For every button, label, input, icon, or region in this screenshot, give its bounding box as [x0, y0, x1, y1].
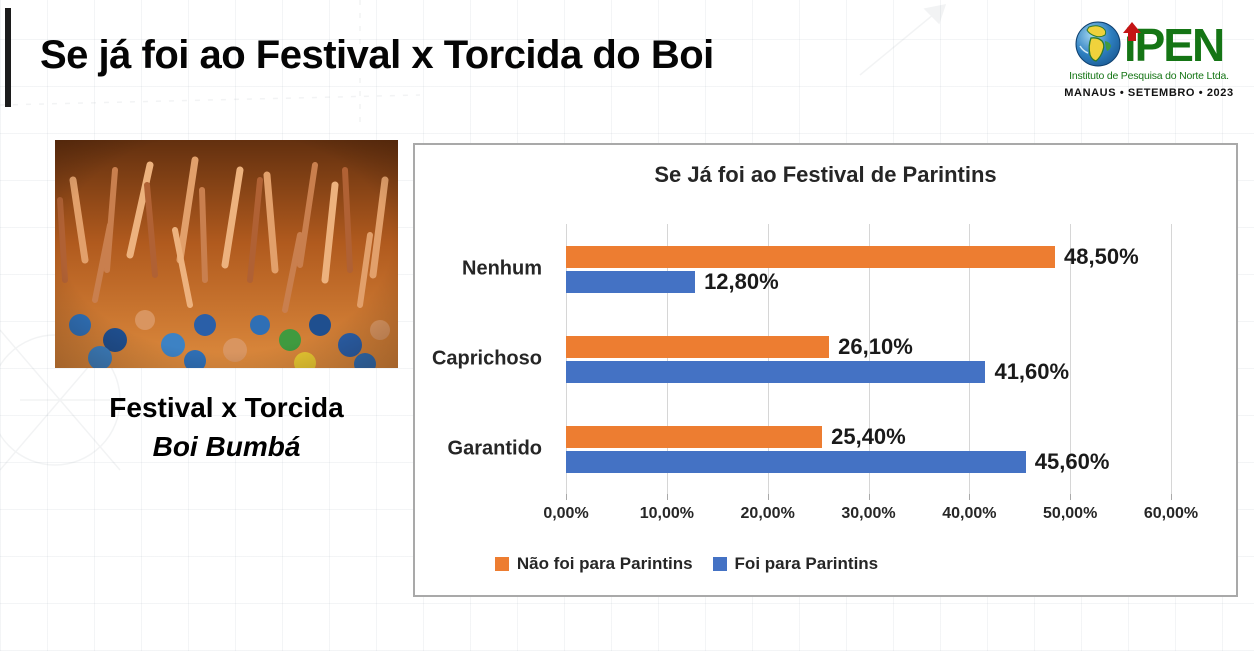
caption-subtitle: Boi Bumbá — [152, 431, 301, 462]
legend-item-nao-foi: Não foi para Parintins — [494, 554, 693, 574]
logo-brand: iPEN — [1122, 19, 1225, 71]
x-tick-label: 50,00% — [1043, 505, 1098, 522]
globe-icon — [1075, 21, 1121, 67]
photo-caption: Festival x Torcida Boi Bumbá — [55, 392, 398, 463]
axis-tick — [1171, 494, 1172, 500]
bar-foi-garantido — [566, 450, 1026, 473]
bar-value-label: 25,40% — [831, 423, 906, 449]
bar-value-label: 48,50% — [1064, 243, 1139, 269]
festival-crowd-photo — [55, 140, 398, 368]
plot-area: 48,50% 12,80% 26,10% 41,60% 25,40% 45,60% — [566, 224, 1172, 500]
bar-line: 25,40% — [566, 423, 1171, 449]
arrow-up-icon — [1122, 22, 1141, 33]
gridline — [1070, 224, 1072, 494]
logo-row: iPEN — [1050, 20, 1248, 68]
legend-swatch — [494, 557, 509, 571]
arrow-up-icon-stem — [1127, 32, 1136, 41]
bar-value-label: 12,80% — [704, 268, 779, 294]
bar-row-caprichoso: 26,10% 41,60% — [566, 314, 1171, 404]
bar-line: 48,50% — [566, 243, 1171, 269]
legend-label: Não foi para Parintins — [516, 554, 693, 573]
bar-line: 45,60% — [566, 448, 1171, 474]
axis-tick — [767, 494, 769, 500]
gridline — [868, 224, 870, 494]
category-labels: Nenhum Caprichoso Garantido — [415, 224, 566, 494]
x-tick-label: 30,00% — [841, 505, 896, 522]
category-label-caprichoso: Caprichoso — [431, 347, 542, 370]
bar-nao-foi-nenhum — [566, 245, 1056, 268]
bar-foi-caprichoso — [566, 360, 986, 383]
left-accent-bar — [5, 8, 11, 107]
legend-item-foi: Foi para Parintins — [712, 554, 879, 574]
bar-value-label: 45,60% — [1034, 448, 1110, 474]
gridline — [1171, 224, 1172, 494]
bar-foi-nenhum — [566, 270, 696, 293]
legend-swatch — [712, 557, 727, 571]
bar-nao-foi-caprichoso — [566, 335, 830, 358]
logo-subtitle: Instituto de Pesquisa do Norte Ltda. — [1069, 70, 1229, 82]
x-tick-label: 40,00% — [942, 505, 997, 522]
bar-row-garantido: 25,40% 45,60% — [566, 404, 1171, 494]
gridline — [566, 224, 567, 494]
gridline — [969, 224, 971, 494]
ipen-logo: iPEN Instituto de Pesquisa do Norte Ltda… — [1050, 20, 1248, 99]
category-label-garantido: Garantido — [447, 437, 542, 460]
bar-value-label: 41,60% — [994, 358, 1070, 384]
legend-label: Foi para Parintins — [734, 554, 879, 573]
x-axis-labels: 0,00% 10,00% 20,00% 30,00% 40,00% 50,00% 60,00… — [543, 505, 1198, 527]
logo-tagline: MANAUS • SETEMBRO • 2023 — [1064, 87, 1234, 99]
bar-line: 41,60% — [566, 358, 1171, 384]
axis-tick — [969, 494, 971, 500]
x-tick-label: 10,00% — [639, 505, 694, 522]
axis-tick — [1070, 494, 1072, 500]
x-tick-label: 60,00% — [1143, 505, 1199, 522]
chart-title: Se Já foi ao Festival de Parintins — [654, 162, 997, 187]
gridline — [666, 224, 668, 494]
category-label-nenhum: Nenhum — [462, 257, 542, 280]
bar-nao-foi-garantido — [566, 425, 823, 448]
bar-line: 26,10% — [566, 333, 1171, 359]
bar-value-label: 26,10% — [838, 333, 913, 359]
page-title: Se já foi ao Festival x Torcida do Boi — [40, 33, 714, 77]
axis-tick — [666, 494, 668, 500]
bar-row-nenhum: 48,50% 12,80% — [566, 224, 1171, 314]
axis-tick — [868, 494, 870, 500]
x-tick-label: 0,00% — [543, 505, 589, 522]
chart-legend: Não foi para Parintins Foi para Parintins — [276, 554, 1097, 574]
axis-tick — [566, 494, 567, 500]
caption-title: Festival x Torcida — [109, 392, 344, 423]
x-tick-label: 20,00% — [740, 505, 795, 522]
chart-panel: Se Já foi ao Festival de Parintins 48,50… — [413, 143, 1238, 597]
bar-line: 12,80% — [566, 268, 1171, 294]
gridline — [767, 224, 769, 494]
